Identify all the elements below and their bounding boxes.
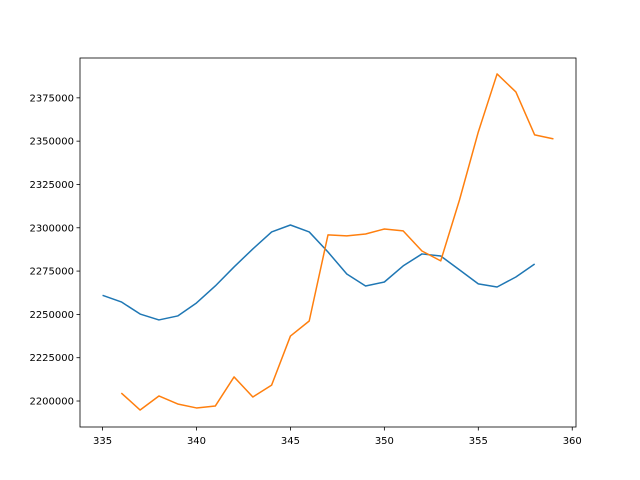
y-tick-label: 2250000 <box>29 310 74 321</box>
x-tick-label: 345 <box>281 436 300 447</box>
x-tick-label: 350 <box>375 436 394 447</box>
x-tick-label: 340 <box>187 436 206 447</box>
y-tick-label: 2375000 <box>29 93 74 104</box>
line-series <box>120 73 554 411</box>
y-tick-label: 2275000 <box>29 267 74 278</box>
x-tick-label: 355 <box>469 436 488 447</box>
y-tick-label: 2200000 <box>29 397 74 408</box>
y-tick-label: 2325000 <box>29 180 74 191</box>
y-tick-label: 2300000 <box>29 223 74 234</box>
axes-frame <box>79 57 577 428</box>
line-series <box>102 224 536 321</box>
x-tick-label: 335 <box>93 436 112 447</box>
y-tick-label: 2350000 <box>29 137 74 148</box>
y-tick-label: 2225000 <box>29 353 74 364</box>
x-tick-label: 360 <box>563 436 582 447</box>
